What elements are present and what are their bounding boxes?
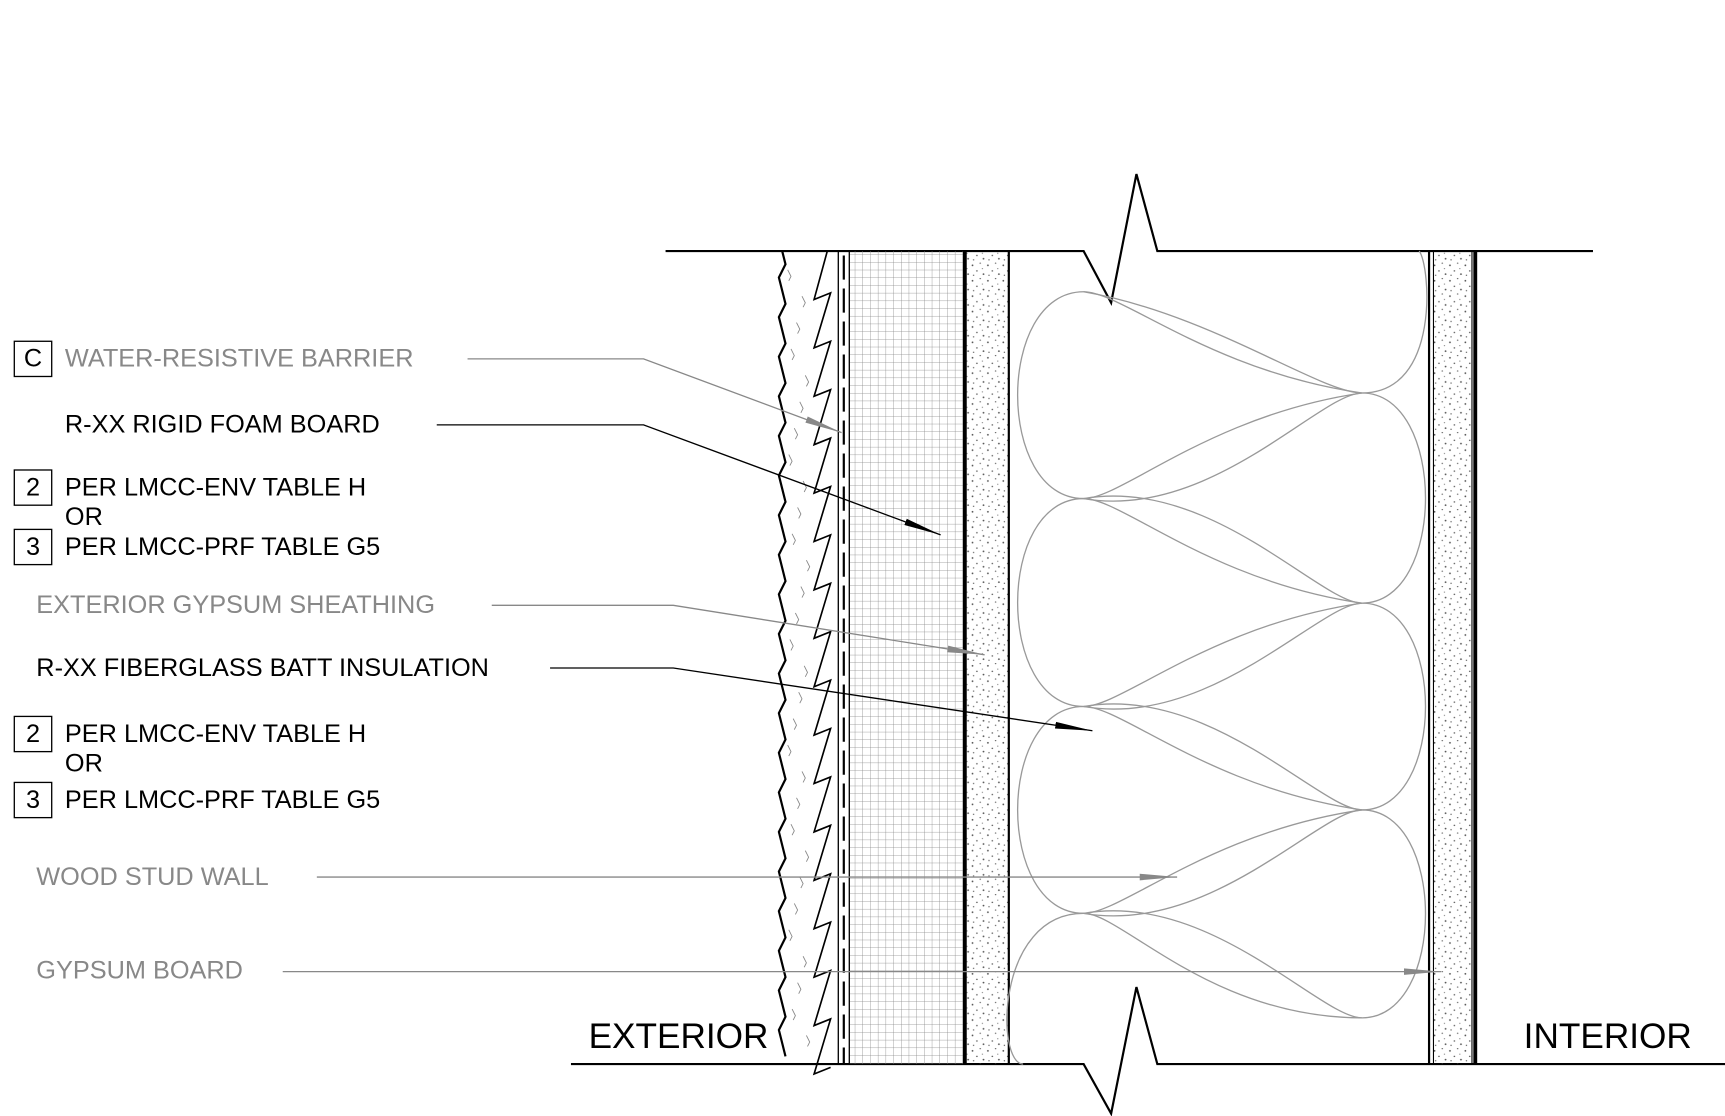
tag-box xyxy=(13,528,53,566)
label: OR xyxy=(65,750,103,778)
siding-edge xyxy=(777,249,787,1057)
tag: C xyxy=(24,345,42,373)
label: OR xyxy=(65,503,103,531)
batt-loop xyxy=(1083,392,1427,604)
label: GYPSUM BOARD xyxy=(36,956,243,984)
texture xyxy=(803,665,808,678)
leader xyxy=(550,667,1093,732)
tag-box xyxy=(13,781,53,819)
break-lines xyxy=(570,173,1725,1116)
batt-loop xyxy=(1083,602,1427,811)
texture xyxy=(790,824,795,836)
siding xyxy=(777,249,832,1076)
batt-loop xyxy=(1083,809,1427,1019)
texture xyxy=(798,692,803,704)
ext-gypsum xyxy=(965,251,1009,1065)
tag: 3 xyxy=(26,786,40,814)
tag: 2 xyxy=(26,720,40,748)
texture xyxy=(804,375,810,387)
tag-box xyxy=(13,340,53,378)
label: EXTERIOR GYPSUM SHEATHING xyxy=(36,591,435,619)
texture xyxy=(793,903,799,915)
exterior-label: EXTERIOR xyxy=(589,1017,769,1056)
texture xyxy=(801,771,806,783)
texture xyxy=(788,454,793,466)
texture xyxy=(790,348,795,361)
label: R-XX FIBERGLASS BATT INSULATION xyxy=(36,654,489,682)
texture xyxy=(794,612,800,625)
rigid-foam xyxy=(849,251,964,1065)
leader xyxy=(436,424,941,536)
texture xyxy=(787,744,792,757)
texture xyxy=(797,982,802,994)
texture xyxy=(796,322,801,334)
tag-box xyxy=(13,469,53,506)
int-gypsum xyxy=(1431,251,1472,1065)
tag: 3 xyxy=(26,533,40,561)
label: WOOD STUD WALL xyxy=(36,863,268,891)
batt-insulation xyxy=(1006,250,1428,1065)
texture xyxy=(805,1035,811,1047)
batt-loop xyxy=(1083,250,1428,394)
texture xyxy=(800,586,805,598)
texture xyxy=(797,507,802,519)
interior-label: INTERIOR xyxy=(1524,1017,1692,1056)
texture xyxy=(796,797,801,810)
texture xyxy=(789,639,794,651)
texture xyxy=(804,850,810,862)
texture xyxy=(791,1008,796,1021)
leader xyxy=(491,604,985,656)
batt-loop xyxy=(1016,705,1363,915)
label: PER LMCC-PRF TABLE G5 xyxy=(65,786,380,814)
texture xyxy=(793,427,799,440)
batt-loop xyxy=(1016,497,1363,708)
texture xyxy=(788,929,793,942)
texture xyxy=(802,480,807,493)
texture xyxy=(799,401,804,413)
sawtooth xyxy=(812,250,832,1076)
leader xyxy=(467,358,842,434)
texture xyxy=(787,269,792,281)
texture xyxy=(805,560,811,572)
texture xyxy=(802,956,807,968)
label: WATER-RESISTIVE BARRIER xyxy=(65,345,414,373)
label: PER LMCC-PRF TABLE G5 xyxy=(65,533,380,561)
tag-box xyxy=(13,715,53,753)
label: PER LMCC-ENV TABLE H xyxy=(65,720,366,748)
tag: 2 xyxy=(26,473,40,501)
texture xyxy=(799,876,804,889)
label: PER LMCC-ENV TABLE H xyxy=(65,473,366,501)
texture xyxy=(791,533,796,545)
batt-loop xyxy=(1006,912,1362,1065)
label: R-XX RIGID FOAM BOARD xyxy=(65,411,380,439)
texture xyxy=(801,295,806,308)
texture xyxy=(792,718,797,730)
batt-loop xyxy=(1016,291,1363,500)
layer-lines xyxy=(837,251,1478,1065)
